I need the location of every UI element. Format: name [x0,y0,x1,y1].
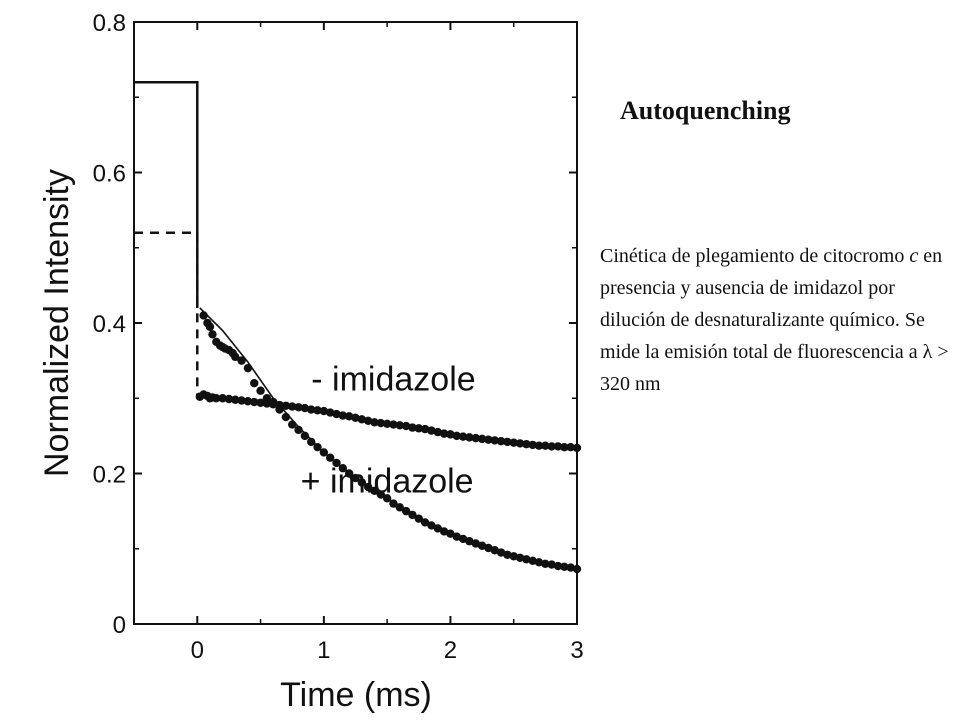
series-3-data-point [250,379,259,388]
series-2-data-point [288,402,297,411]
series-3-data-point [300,431,310,441]
y-tick-label: 0.4 [93,311,126,338]
series-3-data-point [262,394,272,403]
series-2-data-point [376,418,386,428]
series-2-data-point [471,433,480,443]
series-3-data-point [294,425,303,435]
series-2-data-point [522,439,531,449]
series-2-data-point [420,424,430,434]
series-2-data-point [541,441,550,450]
x-tick-label: 1 [317,637,330,664]
y-axis-title: Normalized Intensity [38,169,76,477]
series-2-data-point [458,432,468,441]
series-2-data-point [363,416,373,426]
series-2-data-point [344,412,354,421]
series-2-data-point [433,427,442,437]
series-2-data-point [452,431,461,441]
series-2-data-point [465,433,474,442]
series-2-data-point [224,394,234,404]
series-2-data-point [515,439,525,448]
series-2-data-point [382,419,392,429]
series-2-data-point [446,430,455,439]
side-desc-part2: en presencia y ausencia de imidazol por … [600,245,949,395]
annotations: - imidazole + imidazole [301,361,476,501]
series-2-data-point [370,418,379,427]
series-2-data-point [357,415,367,424]
series-2-data-point [218,394,227,403]
series-2-data-point [351,413,360,423]
series-solid-step-line [134,80,199,308]
x-tick-label: 3 [570,637,583,664]
series-2-data-point [325,408,335,417]
series-3-data-point [205,322,215,331]
series-2-data-point [231,395,240,404]
annotation-label: + imidazole [301,462,474,500]
series-2-data-point [294,403,303,412]
series-2-data-point [401,421,411,431]
series-2-data-point [490,436,499,445]
series-2-data-point [250,397,259,407]
y-tick-labels: 0 0.2 0.4 0.6 0.8 [93,10,126,639]
series-2-data-point [477,434,487,444]
series-2-data-point [547,442,556,451]
series-2-data-point [243,397,253,406]
series-3-data-point [231,352,240,362]
series-2-data-point [307,405,316,414]
series-2-data-point [496,436,506,446]
side-desc-part1: Cinética de plegamiento de citocromo [600,245,910,267]
series-2-data-point [414,424,423,433]
series-3-data-point [237,356,246,365]
series-2-data-point [212,394,221,403]
series-2-data-point [237,396,246,405]
x-axis-title: Time (ms) [280,676,432,714]
x-tick-label: 2 [444,637,457,664]
series-2-data-point [313,406,322,415]
side-title: Autoquenching [620,96,791,125]
y-tick-label: 0.6 [93,161,126,188]
side-description: Cinética de plegamiento de citocromo c e… [600,240,952,400]
series-3-data-point [208,330,217,339]
series-2-data-point [389,420,398,429]
series-2-data-point [553,442,563,451]
series-2-data-point [509,438,518,447]
series-2-data-point [528,440,537,450]
series-2-data-point [408,423,417,432]
x-tick-labels: 0 1 2 3 [191,637,584,664]
series-2-data-point [427,426,436,435]
series-layer [134,80,582,574]
annotation-label: - imidazole [311,361,475,399]
series-2-data-point [484,435,493,444]
y-tick-label: 0 [113,612,126,639]
series-2-data-point [338,411,348,420]
series-3-data-point [307,437,316,447]
y-tick-label: 0.2 [93,462,126,489]
series-2-data-point [281,401,291,410]
series-dashed-step-line [134,231,199,395]
x-tick-label: 0 [191,637,204,664]
series-2-data-point [300,403,310,413]
series-2-data-point [439,429,449,438]
series-2-data-point [395,421,404,430]
series-2-data-point [560,442,569,452]
series-fit-line [199,307,578,570]
series-2-data-point [572,443,582,453]
series-2-data-point [319,406,329,416]
ticks [133,21,578,625]
series-2-data-point [332,409,341,419]
series-2-data-point [503,437,512,447]
series-2-data-point [566,442,575,452]
series-3-data-point [256,386,265,395]
plot-frame [133,21,578,625]
y-tick-label: 0.8 [93,10,126,37]
series-2-data-point [256,398,265,407]
series-2-data-point [534,441,544,450]
side-desc-italic: c [909,245,919,267]
